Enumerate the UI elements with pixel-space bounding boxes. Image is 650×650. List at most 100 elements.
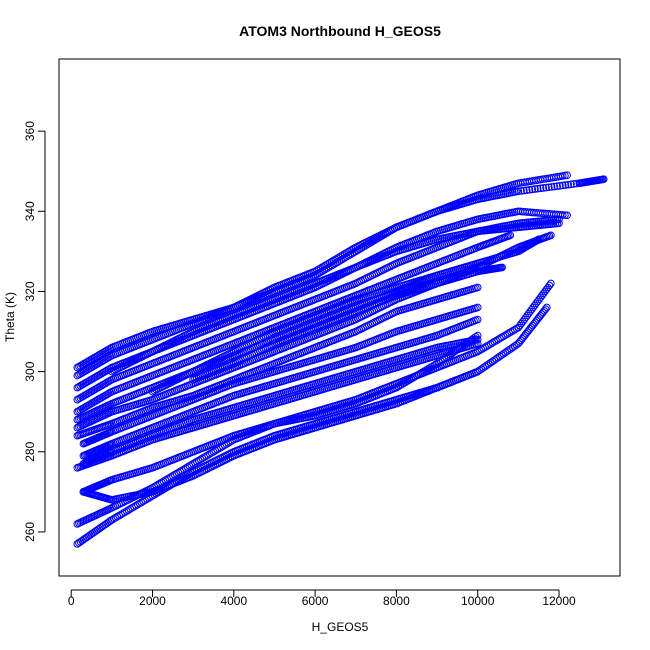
data-point: [553, 182, 561, 190]
data-point: [561, 211, 569, 219]
data-point: [473, 339, 482, 348]
series-12: [73, 339, 482, 472]
data-point: [333, 254, 342, 263]
data-point: [209, 447, 218, 456]
data-point: [558, 181, 567, 190]
data-point: [204, 451, 212, 459]
data-point: [320, 262, 329, 270]
data-point: [340, 250, 349, 258]
data-point: [427, 363, 436, 371]
data-point: [318, 263, 327, 271]
data-point: [174, 468, 183, 477]
data-point: [522, 186, 531, 194]
data-point: [558, 211, 567, 219]
y-tick-label: 320: [23, 281, 37, 301]
data-point: [207, 449, 216, 457]
data-point: [556, 181, 564, 190]
data-point: [189, 459, 197, 468]
y-tick-label: 300: [23, 361, 37, 381]
data-point: [213, 445, 221, 454]
data-point: [539, 184, 548, 192]
data-point: [563, 171, 571, 180]
data-point: [331, 255, 340, 264]
data-point: [473, 315, 482, 324]
data-point: [194, 456, 203, 465]
data-point: [348, 245, 356, 254]
data-point: [185, 462, 194, 470]
data-point: [564, 180, 573, 189]
data-point: [176, 467, 185, 476]
series-10: [79, 315, 482, 460]
data-point: [473, 331, 482, 340]
data-point: [473, 303, 482, 312]
chart-title: ATOM3 Northbound H_GEOS5: [239, 23, 441, 39]
x-tick-label: 8000: [383, 594, 410, 608]
data-point: [326, 258, 334, 267]
data-point: [220, 441, 229, 450]
data-point: [178, 466, 186, 475]
data-point: [398, 380, 406, 389]
data-point: [196, 455, 205, 464]
data-point: [514, 187, 523, 196]
data-point: [363, 241, 371, 249]
data-point: [180, 465, 188, 474]
data-point: [517, 187, 525, 195]
data-point: [181, 464, 190, 472]
data-point: [567, 180, 575, 189]
y-tick-label: 280: [23, 441, 37, 461]
data-point: [364, 239, 373, 248]
data-point: [215, 444, 223, 453]
data-point: [222, 440, 231, 448]
data-point: [183, 463, 192, 471]
x-tick-label: 2000: [139, 594, 166, 608]
data-point: [172, 469, 181, 478]
data-point: [167, 473, 175, 481]
data-point: [191, 458, 199, 467]
y-tick-label: 340: [23, 201, 37, 221]
data-point: [550, 182, 559, 191]
data-point: [218, 442, 227, 451]
data-point: [528, 185, 537, 194]
series-9: [79, 303, 482, 448]
data-point: [224, 439, 233, 447]
data-point: [339, 251, 347, 259]
x-tick-label: 0: [68, 594, 75, 608]
y-axis-label: Theta (K): [3, 292, 17, 342]
data-point: [536, 184, 545, 193]
data-point: [472, 333, 480, 341]
data-point: [313, 266, 321, 275]
data-point: [563, 211, 571, 220]
data-point: [315, 265, 323, 274]
data-point: [217, 443, 225, 452]
data-point: [205, 450, 214, 458]
data-point: [169, 472, 177, 480]
data-points: [73, 171, 608, 548]
data-point: [599, 175, 608, 184]
data-point: [561, 181, 570, 189]
data-point: [344, 247, 353, 256]
data-point: [311, 267, 319, 276]
data-point: [545, 183, 553, 192]
data-point: [170, 470, 179, 479]
data-point: [359, 243, 367, 251]
data-point: [324, 259, 332, 268]
data-point: [211, 446, 220, 455]
data-point: [525, 185, 534, 194]
data-point: [506, 231, 515, 240]
data-point: [473, 283, 482, 292]
data-point: [322, 261, 330, 269]
data-point: [346, 246, 355, 255]
y-tick-label: 260: [23, 522, 37, 542]
data-point: [187, 461, 196, 469]
data-point: [542, 183, 550, 192]
data-point: [327, 257, 336, 266]
x-axis-label: H_GEOS5: [312, 620, 369, 634]
plot-frame: [58, 58, 621, 577]
x-tick-label: 10000: [461, 594, 495, 608]
data-point: [193, 457, 201, 466]
data-point: [202, 452, 210, 460]
data-point: [200, 453, 209, 462]
data-point: [520, 186, 528, 195]
